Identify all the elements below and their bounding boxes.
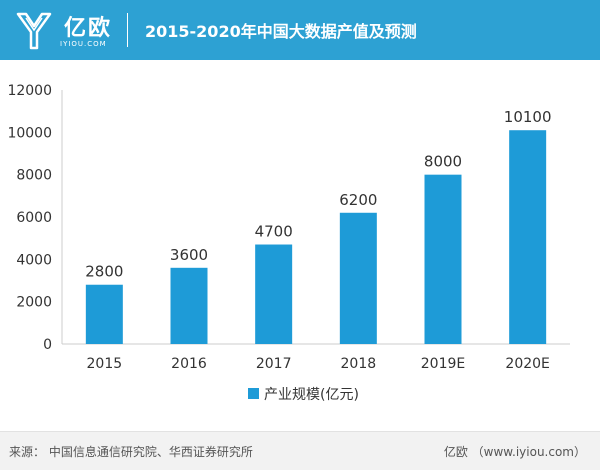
x-tick-label: 2019E [421, 356, 465, 372]
logo: 亿欧 IYIOU.COM [12, 6, 122, 54]
x-tick-label: 2015 [87, 356, 123, 372]
bar-2016 [170, 267, 208, 344]
x-tick-label: 2016 [171, 356, 207, 372]
y-tick-label: 10000 [7, 125, 52, 141]
footer: 来源： 中国信息通信研究院、华西证券研究所 亿欧 （www.iyiou.com） [0, 431, 600, 470]
bar-2018 [339, 212, 377, 344]
x-tick-label: 2017 [256, 356, 292, 372]
x-tick-label: 2018 [341, 356, 377, 372]
y-tick-label: 4000 [16, 252, 52, 268]
data-label: 3600 [170, 246, 208, 264]
bar-2019E [424, 174, 462, 344]
iyiou-logo-icon [16, 12, 52, 50]
y-tick-label: 6000 [16, 210, 52, 226]
data-label: 6200 [339, 191, 377, 209]
legend-label: 产业规模(亿元) [264, 387, 359, 403]
bar-chart: 0 2000 4000 6000 8000 10000 12000 2800 2015 3600… [7, 83, 570, 403]
y-tick-label: 8000 [16, 168, 52, 184]
chart-title: 2015-2020年中国大数据产值及预测 [145, 22, 417, 41]
y-tick-label: 2000 [16, 295, 52, 311]
data-label: 10100 [504, 108, 552, 126]
legend-swatch [248, 388, 259, 399]
data-label: 8000 [424, 153, 462, 171]
data-label: 2800 [85, 263, 123, 281]
credit-note: 亿欧 （www.iyiou.com） [443, 445, 586, 459]
logo-subtext: IYIOU.COM [60, 40, 107, 48]
source-note: 来源： 中国信息通信研究院、华西证券研究所 [9, 445, 253, 459]
bar-2017 [255, 244, 293, 344]
data-label: 4700 [255, 223, 293, 241]
bar-2015 [85, 284, 123, 344]
y-tick-label: 12000 [7, 83, 52, 99]
y-tick-label: 0 [43, 337, 52, 353]
x-tick-label: 2020E [505, 356, 549, 372]
logo-text: 亿欧 [64, 16, 113, 41]
header-banner: 亿欧 IYIOU.COM 2015-2020年中国大数据产值及预测 [0, 0, 600, 60]
header-divider [127, 13, 128, 47]
bar-2020E [509, 130, 547, 344]
